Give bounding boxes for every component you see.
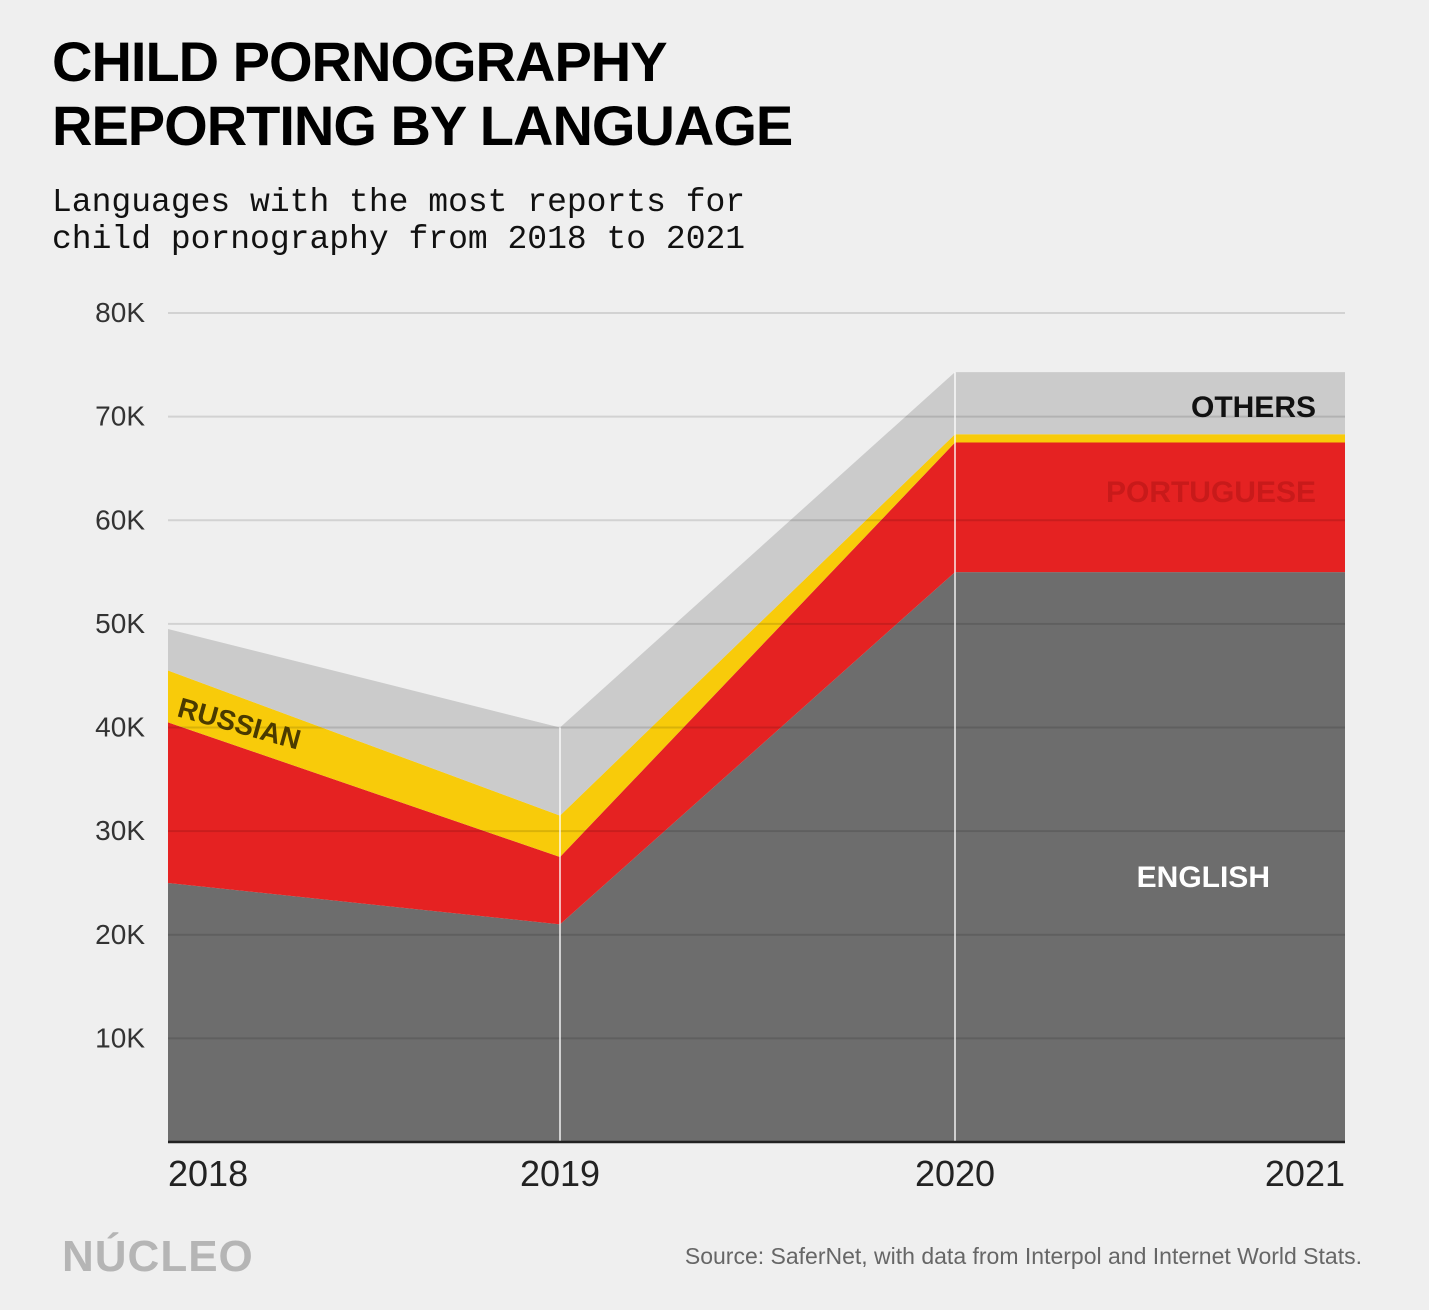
- source-note: Source: SaferNet, with data from Interpo…: [684, 1243, 1362, 1269]
- y-tick-label-10k: 10K: [95, 1022, 145, 1053]
- chart-title: CHILD PORNOGRAPHY REPORTING BY LANGUAGE: [52, 30, 952, 158]
- y-tick-label-80k: 80K: [95, 297, 145, 328]
- series-label-portuguese: PORTUGUESE: [1106, 476, 1316, 509]
- area-english: [168, 572, 1345, 1142]
- y-tick-label-50k: 50K: [95, 608, 145, 639]
- title-line-1: CHILD PORNOGRAPHY: [52, 30, 668, 93]
- y-tick-label-70k: 70K: [95, 401, 145, 432]
- y-tick-label-40k: 40K: [95, 712, 145, 743]
- x-tick-label-2021: 2021: [1265, 1153, 1345, 1194]
- title-line-2: REPORTING BY LANGUAGE: [52, 94, 793, 157]
- subtitle-line-1: Languages with the most reports for: [52, 184, 746, 221]
- area-russian: [168, 434, 1345, 858]
- subtitle-line-2: child pornography from 2018 to 2021: [52, 221, 746, 258]
- series-label-others: OTHERS: [1191, 391, 1316, 424]
- chart-subtitle: Languages with the most reports for chil…: [52, 184, 812, 258]
- nucleo-logo: NÚCLEO: [62, 1232, 254, 1281]
- x-tick-label-2019: 2019: [520, 1153, 600, 1194]
- y-tick-label-30k: 30K: [95, 815, 145, 846]
- y-tick-label-20k: 20K: [95, 919, 145, 950]
- series-label-english: ENGLISH: [1137, 861, 1270, 894]
- x-tick-label-2018: 2018: [168, 1153, 248, 1194]
- y-tick-label-60k: 60K: [95, 504, 145, 535]
- x-tick-label-2020: 2020: [915, 1153, 995, 1194]
- area-others: [168, 372, 1345, 816]
- area-portuguese: [168, 442, 1345, 925]
